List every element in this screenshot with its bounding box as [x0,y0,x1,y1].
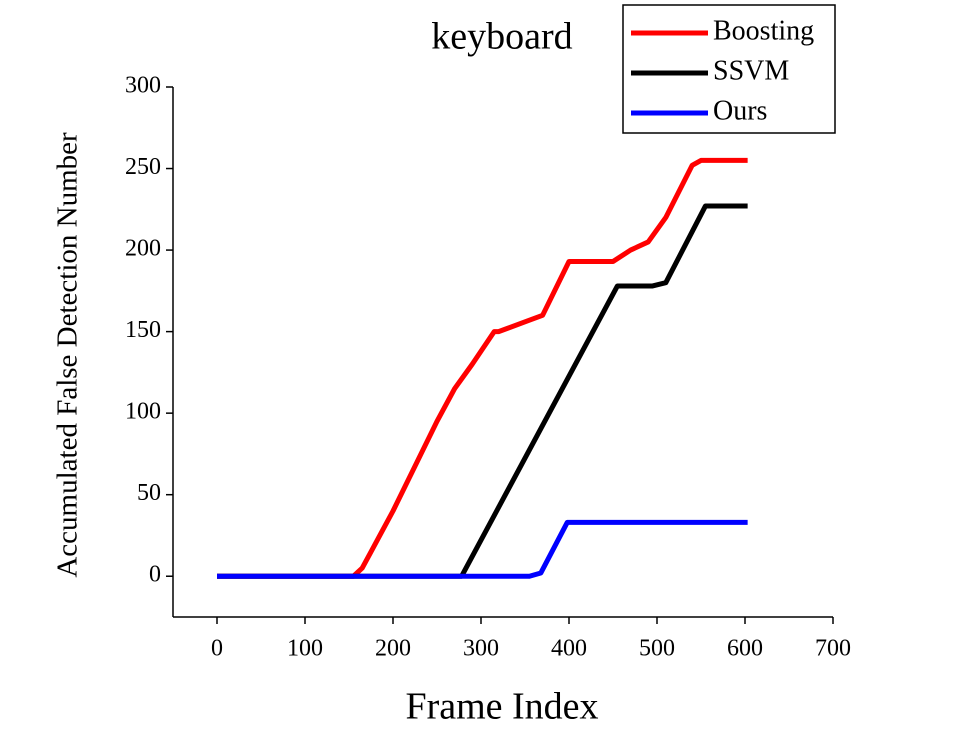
y-tick-label: 0 [149,562,161,588]
x-tick-label: 300 [463,636,499,662]
chart-title: keyboard [431,16,572,58]
x-tick-label: 400 [551,636,587,662]
y-tick-label: 200 [125,236,161,262]
y-axis-label: Accumulated False Detection Number [52,132,84,578]
legend-label: SSVM [713,55,789,86]
y-tick-label: 150 [125,317,161,343]
y-tick-label: 300 [125,73,161,99]
series-line [217,519,748,579]
x-tick-label: 600 [727,636,763,662]
series-line [217,157,748,579]
x-axis-label: Frame Index [405,686,598,728]
x-tick-label: 500 [639,636,675,662]
x-tick-label: 700 [815,636,851,662]
legend-label: Ours [713,95,767,126]
legend-label: Boosting [713,15,814,46]
y-tick-label: 100 [125,399,161,425]
y-tick-label: 50 [137,480,161,506]
x-tick-label: 200 [375,636,411,662]
x-tick-label: 100 [287,636,323,662]
y-tick-label: 250 [125,154,161,180]
x-tick-label: 0 [211,636,223,662]
